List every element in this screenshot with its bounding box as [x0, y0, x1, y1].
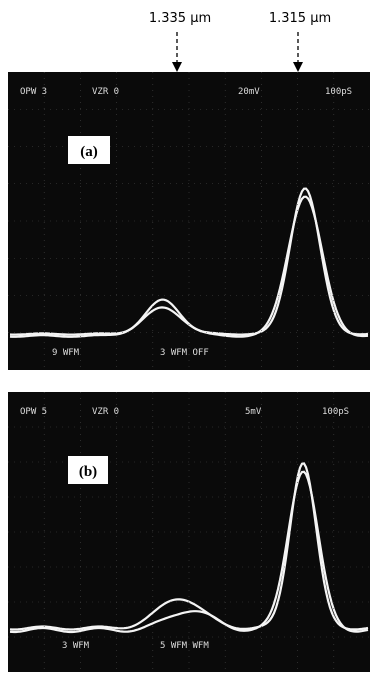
header-text: VZR 0 [92, 87, 119, 97]
header-text: 100pS [322, 407, 349, 417]
header-text: OPW 3 [20, 87, 47, 97]
panel: OPW 3 VZR 0 20mV 100pS (a) 9 WFM 3 WFM O… [8, 72, 370, 370]
header-text: VZR 0 [92, 407, 119, 417]
wavelength-label: 1.315 μm [269, 11, 331, 26]
figure: 1.335 μm 1.315 μm OPW 3 VZR 0 20mV 100pS… [0, 0, 370, 683]
footer-text: 3 WFM [62, 641, 90, 651]
header-text: 5mV [245, 407, 262, 417]
footer-text: 3 WFM OFF [160, 348, 209, 358]
footer-text: 9 WFM [52, 348, 80, 358]
header-text: OPW 5 [20, 407, 47, 417]
panel-label: (a) [80, 144, 98, 160]
footer-text: 5 WFM WFM [160, 641, 209, 651]
arrowhead [172, 62, 182, 72]
header-text: 20mV [238, 87, 260, 97]
panel: OPW 5 VZR 0 5mV 100pS (b) 3 WFM 5 WFM WF… [8, 392, 370, 672]
panel-label: (b) [79, 464, 97, 480]
wavelength-label: 1.335 μm [149, 11, 211, 26]
arrowhead [293, 62, 303, 72]
header-text: 100pS [325, 87, 352, 97]
